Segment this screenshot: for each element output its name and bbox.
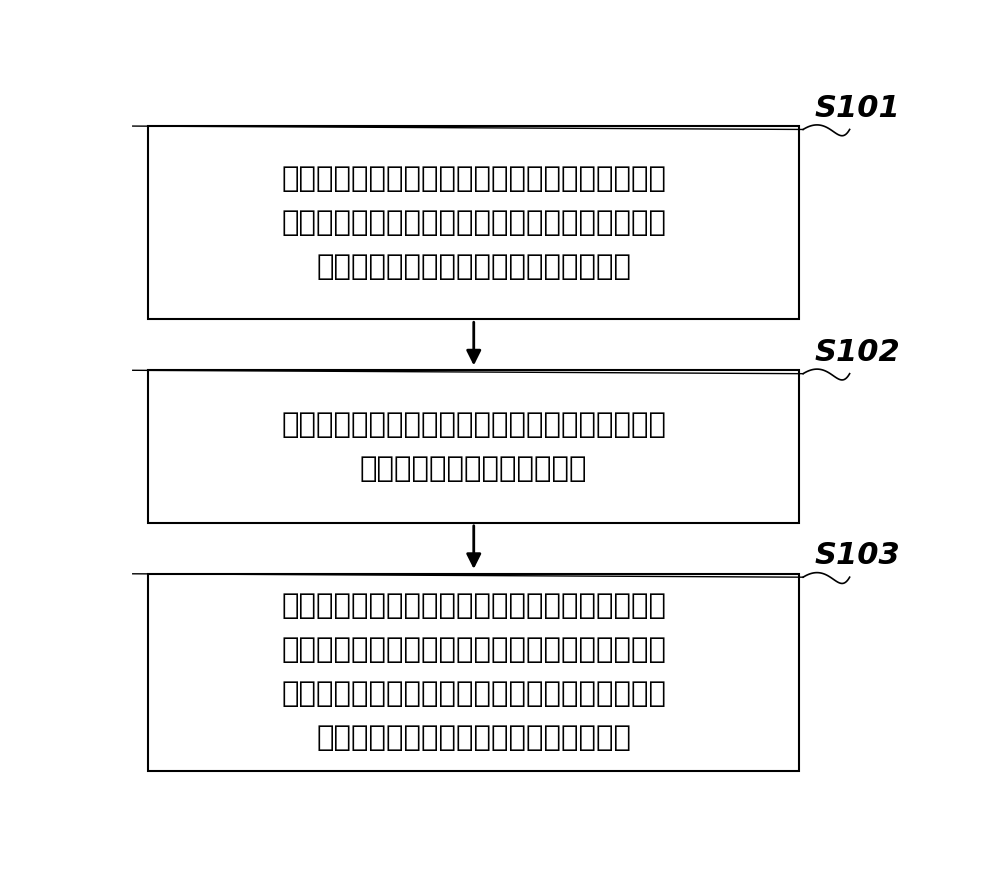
Bar [148, 574, 799, 771]
Text: 后的马鞍形筒段与所述端框进行对接装配: 后的马鞍形筒段与所述端框进行对接装配 [316, 724, 631, 752]
Text: ，逐点采集每个所述采样点的几何坐标，根据所述: ，逐点采集每个所述采样点的几何坐标，根据所述 [281, 209, 666, 237]
Bar [148, 126, 799, 320]
Text: 根据所述轮廓曲线模型对所述马鞍形筒段进行修正: 根据所述轮廓曲线模型对所述马鞍形筒段进行修正 [281, 411, 666, 439]
Text: 止口配合的端框外止口的轮廓模型，根据所述端框: 止口配合的端框外止口的轮廓模型，根据所述端框 [281, 636, 666, 664]
Text: 在待装配的马鞍形筒段的内止口上设置多个采样点: 在待装配的马鞍形筒段的内止口上设置多个采样点 [281, 165, 666, 193]
Text: 加工得到修正后的马鞍形筒段: 加工得到修正后的马鞍形筒段 [360, 455, 588, 483]
Text: S102: S102 [814, 338, 900, 366]
Text: 将所述轮廓曲线模型进行镜像处理确定出与所述内: 将所述轮廓曲线模型进行镜像处理确定出与所述内 [281, 592, 666, 620]
Text: S103: S103 [814, 542, 900, 570]
Text: 几何坐标构建所述内止口的轮廓曲线模型: 几何坐标构建所述内止口的轮廓曲线模型 [316, 253, 631, 281]
Bar [148, 370, 799, 523]
Text: S101: S101 [814, 93, 900, 122]
Text: 外止口的轮廓模型加工制备得到端框，将所述修正: 外止口的轮廓模型加工制备得到端框，将所述修正 [281, 680, 666, 708]
